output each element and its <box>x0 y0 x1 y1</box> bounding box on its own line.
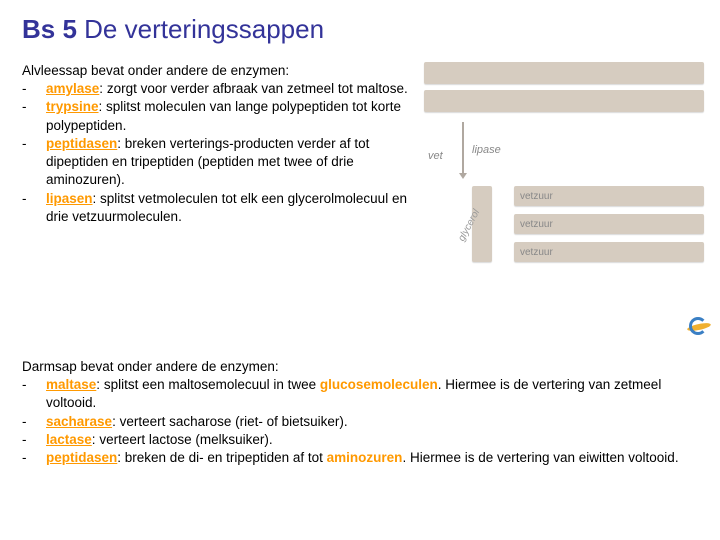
section2-intro: Darmsap bevat onder andere de enzymen: <box>22 358 698 376</box>
enzyme-name: peptidasen <box>46 136 117 151</box>
list-item: - amylase: zorgt voor verder afbraak van… <box>22 80 412 98</box>
list-item: - maltase: splitst een maltosemolecuul i… <box>22 376 698 412</box>
list-item: - peptidasen: breken verterings-producte… <box>22 135 412 190</box>
vetzuur-box: vetzuur <box>514 186 704 206</box>
product-name: glucosemoleculen <box>320 377 438 392</box>
bullet: - <box>22 413 46 431</box>
lipid-diagram: vet lipase vetzuur vetzuur vetzuur glyce… <box>424 62 714 302</box>
enzyme-text: zorgt voor verder afbraak van zetmeel to… <box>107 81 408 96</box>
title-rest: De verteringssappen <box>77 14 324 44</box>
product-name: aminozuren <box>327 450 403 465</box>
list-item: - peptidasen: breken de di- en tripeptid… <box>22 449 698 467</box>
enzyme-name: maltase <box>46 377 96 392</box>
diagram-box <box>424 90 704 112</box>
diagram-box <box>424 62 704 84</box>
internet-explorer-icon[interactable] <box>688 316 710 338</box>
bullet: - <box>22 135 46 190</box>
vetzuur-box: vetzuur <box>514 242 704 262</box>
enzyme-name: lipasen <box>46 191 93 206</box>
bullet: - <box>22 431 46 449</box>
list-item: - lactase: verteert lactose (melksuiker)… <box>22 431 698 449</box>
vetzuur-box: vetzuur <box>514 214 704 234</box>
bullet: - <box>22 190 46 226</box>
enzyme-text: splitst vetmoleculen tot elk een glycero… <box>46 191 407 224</box>
section-alvleessap: Alvleessap bevat onder andere de enzymen… <box>22 62 412 226</box>
enzyme-name: peptidasen <box>46 450 117 465</box>
bullet: - <box>22 98 46 134</box>
enzyme-name: trypsine <box>46 99 99 114</box>
bullet: - <box>22 376 46 412</box>
title-bold: Bs 5 <box>22 14 77 44</box>
enzyme-name: sacharase <box>46 414 112 429</box>
section-darmsap: Darmsap bevat onder andere de enzymen: -… <box>22 358 698 467</box>
bullet: - <box>22 80 46 98</box>
enzyme-name: lactase <box>46 432 92 447</box>
list-item: - lipasen: splitst vetmoleculen tot elk … <box>22 190 412 226</box>
bullet: - <box>22 449 46 467</box>
list-item: - sacharase: verteert sacharose (riet- o… <box>22 413 698 431</box>
page-title: Bs 5 De verteringssappen <box>22 14 324 45</box>
vet-label: vet <box>428 150 443 162</box>
list-item: - trypsine: splitst moleculen van lange … <box>22 98 412 134</box>
lipase-label: lipase <box>472 144 501 156</box>
section1-intro: Alvleessap bevat onder andere de enzymen… <box>22 62 412 80</box>
enzyme-name: amylase <box>46 81 99 96</box>
arrow-icon <box>462 122 464 174</box>
